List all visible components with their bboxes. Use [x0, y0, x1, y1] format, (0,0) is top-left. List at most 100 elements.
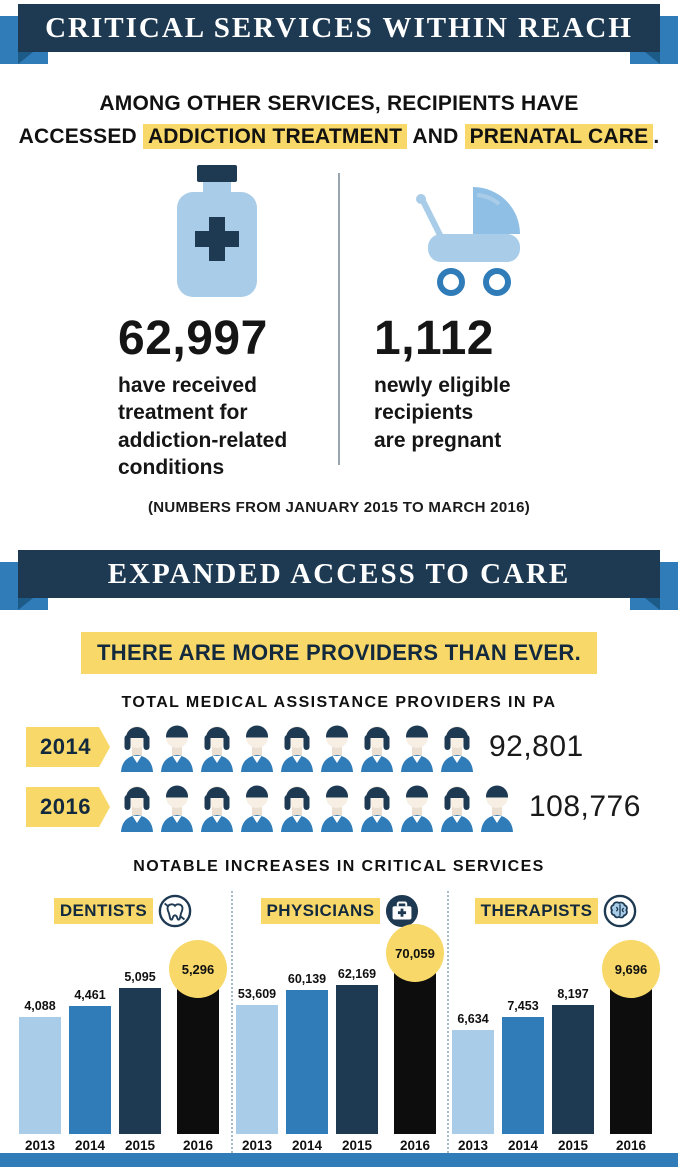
ribbon-fold-right — [645, 598, 660, 611]
intro-line2-end: . — [653, 124, 660, 148]
year-tag-2014: 2014 — [26, 727, 110, 768]
bar-column-2016: 9,696 2016 — [602, 940, 660, 1153]
intro-text: AMONG OTHER SERVICES, RECIPIENTS HAVE ACC… — [8, 88, 670, 153]
chart-title-dentists: DENTISTS — [53, 898, 154, 924]
medical-bag-icon — [385, 894, 419, 928]
bar-column-2013: 6,634 2013 — [452, 1012, 494, 1153]
bar-value-label: 62,169 — [337, 967, 377, 981]
ribbon-fold-left — [18, 598, 33, 611]
bars-dentists: 4,088 2013 4,461 2014 5,095 2015 5,296 2016 — [15, 931, 231, 1153]
provider-person-icon — [240, 785, 273, 833]
bar-2016 — [177, 982, 219, 1134]
provider-person-icon — [360, 786, 393, 833]
bar-value-label: 7,453 — [507, 999, 539, 1013]
bar-value-label: 4,088 — [24, 999, 56, 1013]
bar-value-label: 4,461 — [74, 988, 106, 1002]
providers-count-2016: 108,776 — [528, 790, 641, 824]
provider-person-icon — [480, 785, 513, 833]
chart-header-physicians: PHYSICIANS — [233, 891, 447, 931]
banner-critical-services: CRITICAL SERVICES WITHIN REACH — [0, 0, 678, 66]
bar-column-2013: 53,609 2013 — [236, 987, 278, 1153]
highlight-value-badge: 70,059 — [386, 924, 444, 982]
ribbon-band: CRITICAL SERVICES WITHIN REACH — [18, 4, 660, 52]
bar-column-2014: 60,139 2014 — [286, 972, 328, 1153]
bar-2013 — [452, 1030, 494, 1134]
bar-2013 — [19, 1017, 61, 1134]
providers-count-2014: 92,801 — [488, 730, 584, 764]
bar-column-2015: 8,197 2015 — [552, 987, 594, 1153]
provider-person-icon — [320, 725, 353, 773]
provider-person-icon — [240, 725, 273, 773]
intro-highlight-addiction: ADDICTION TREATMENT — [142, 123, 408, 149]
bar-column-2013: 4,088 2013 — [19, 999, 61, 1153]
bar-column-2015: 62,169 2015 — [336, 967, 378, 1153]
x-axis-label: 2013 — [241, 1138, 273, 1153]
stat-value-addiction: 62,997 — [118, 312, 268, 366]
stats-divider — [338, 173, 340, 466]
intro-line2-pre: ACCESSED — [18, 124, 143, 148]
provider-person-icon — [280, 786, 313, 833]
x-axis-label: 2016 — [615, 1138, 647, 1153]
providers-row-2014: 2014 — [26, 722, 678, 773]
bar-2014 — [502, 1017, 544, 1134]
chart-header-dentists: DENTISTS — [15, 891, 231, 931]
bar-value-label: 60,139 — [287, 972, 327, 986]
medicine-bottle-icon — [118, 165, 316, 298]
stats-section: 62,997 have received treatment for addic… — [0, 165, 678, 481]
chart-title-therapists: THERAPISTS — [474, 898, 599, 924]
tooth-icon — [158, 894, 192, 928]
stat-addiction-treatment: 62,997 have received treatment for addic… — [106, 165, 316, 481]
provider-icon-strip-2014 — [117, 722, 477, 773]
stat-label-pregnant: newly eligible recipients are pregnant — [374, 374, 511, 452]
bar-2016 — [610, 982, 652, 1134]
bar-2016 — [394, 966, 436, 1134]
bar-2014 — [286, 990, 328, 1134]
intro-highlight-prenatal: PRENATAL CARE — [464, 123, 654, 149]
banner1-title: CRITICAL SERVICES WITHIN REACH — [45, 11, 633, 44]
services-charts: DENTISTS 4,088 2013 4,461 2014 5,095 2015 5,29… — [0, 891, 678, 1153]
provider-person-icon — [320, 785, 353, 833]
providers-row-2016: 2016 — [26, 782, 678, 833]
provider-person-icon — [120, 786, 153, 833]
x-axis-label: 2014 — [291, 1138, 323, 1153]
brain-icon — [603, 894, 637, 928]
increases-heading: NOTABLE INCREASES IN CRITICAL SERVICES — [133, 858, 545, 876]
year-tag-2016: 2016 — [26, 787, 110, 828]
bar-2014 — [69, 1006, 111, 1134]
x-axis-label: 2015 — [124, 1138, 156, 1153]
x-axis-label: 2015 — [557, 1138, 589, 1153]
year-label: 2016 — [40, 794, 91, 820]
provider-person-icon — [160, 725, 193, 773]
stat-label-addiction: have received treatment for addiction-re… — [118, 374, 288, 479]
provider-person-icon — [160, 785, 193, 833]
x-axis-label: 2016 — [182, 1138, 214, 1153]
x-axis-label: 2013 — [24, 1138, 56, 1153]
provider-person-icon — [400, 725, 433, 773]
bar-column-2015: 5,095 2015 — [119, 970, 161, 1153]
highlight-value-badge: 5,296 — [169, 940, 227, 998]
provider-icon-strip-2016 — [117, 782, 517, 833]
x-axis-label: 2014 — [507, 1138, 539, 1153]
chart-dentists: DENTISTS 4,088 2013 4,461 2014 5,095 2015 5,29… — [15, 891, 231, 1153]
date-range-note: (NUMBERS FROM JANUARY 2015 TO MARCH 2016… — [147, 499, 531, 517]
chart-physicians: PHYSICIANS 53,609 2013 60,139 2014 62,169 201… — [231, 891, 447, 1153]
banner2-title: EXPANDED ACCESS TO CARE — [107, 557, 571, 590]
provider-person-icon — [200, 786, 233, 833]
chart-therapists: THERAPISTS 6,634 2013 7,453 2014 8,197 2015 9,… — [447, 891, 663, 1153]
provider-person-icon — [200, 726, 233, 773]
bar-value-label: 53,609 — [237, 987, 277, 1001]
x-axis-label: 2015 — [341, 1138, 373, 1153]
x-axis-label: 2014 — [74, 1138, 106, 1153]
providers-tagline: THERE ARE MORE PROVIDERS THAN EVER. — [81, 632, 597, 675]
x-axis-label: 2013 — [457, 1138, 489, 1153]
footer-stripe — [0, 1153, 678, 1167]
bars-therapists: 6,634 2013 7,453 2014 8,197 2015 9,696 2016 — [449, 931, 663, 1153]
bar-column-2014: 4,461 2014 — [69, 988, 111, 1153]
stat-pregnant-recipients: 1,112 newly eligible recipients are preg… — [362, 165, 572, 481]
provider-person-icon — [440, 726, 473, 773]
ribbon-fold-right — [645, 52, 660, 64]
bar-column-2016: 70,059 2016 — [386, 924, 444, 1153]
bar-column-2014: 7,453 2014 — [502, 999, 544, 1153]
bar-value-label: 5,095 — [124, 970, 156, 984]
